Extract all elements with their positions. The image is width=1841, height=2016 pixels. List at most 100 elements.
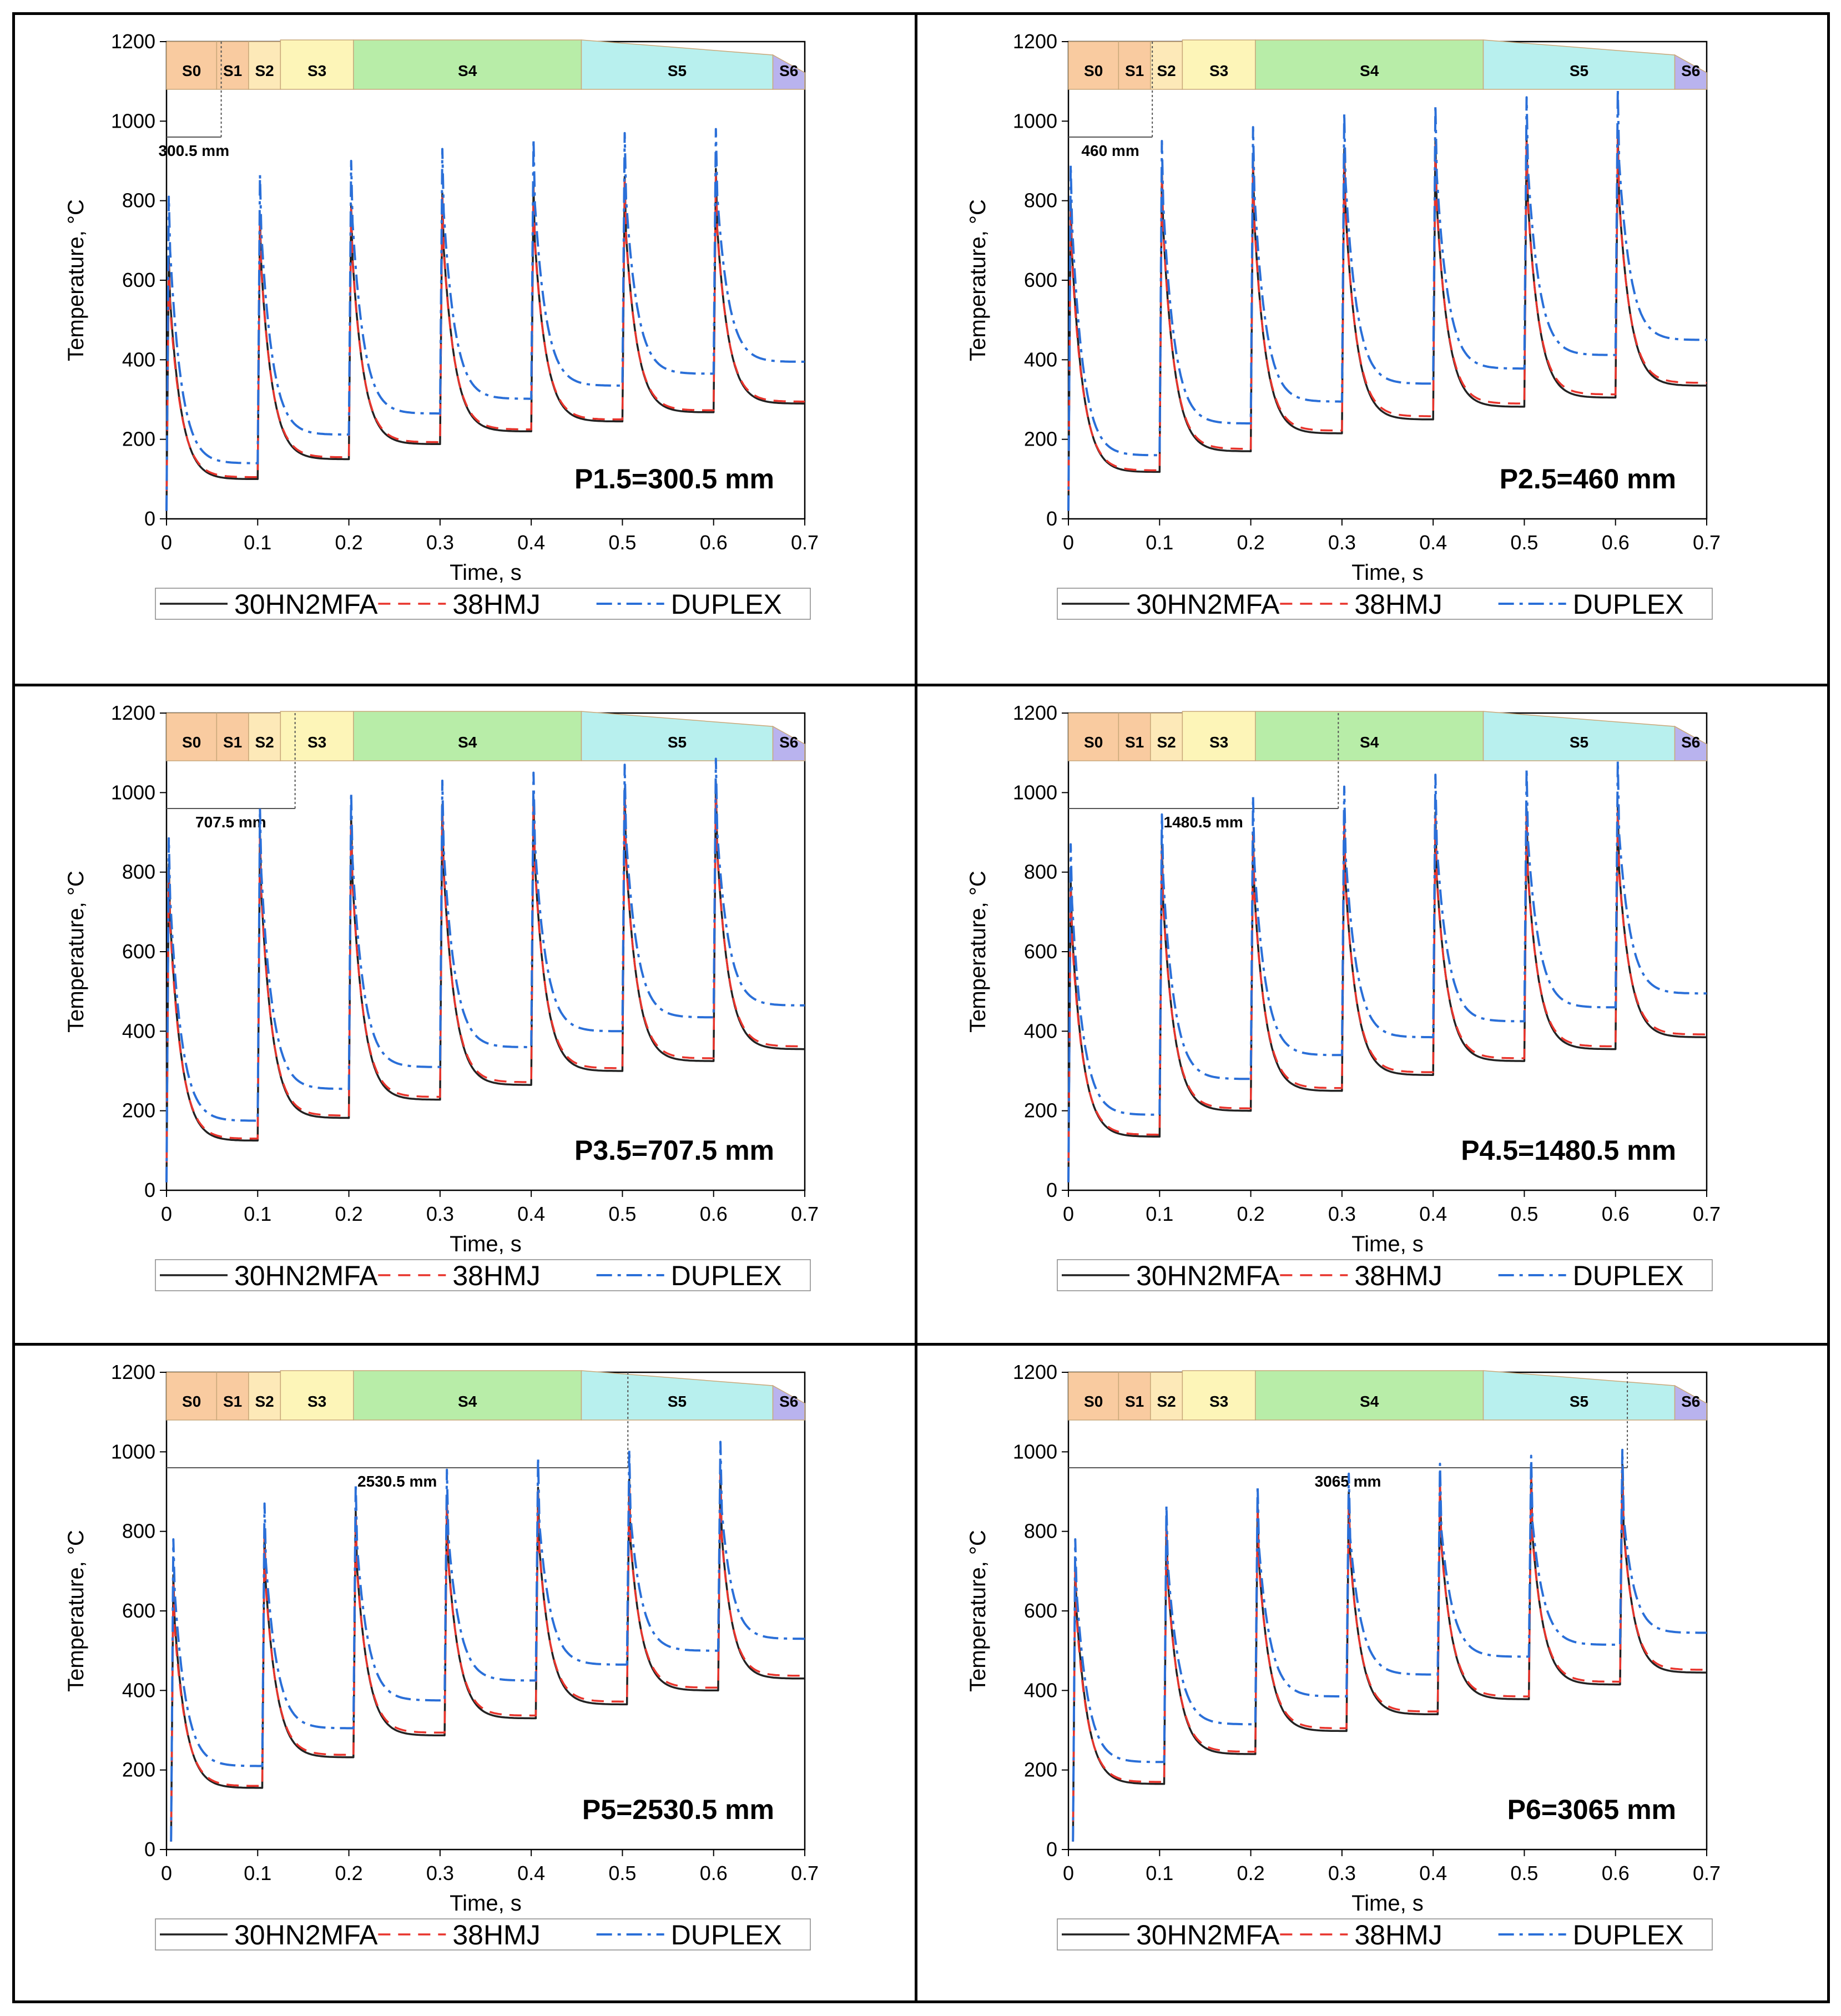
y-axis-label: Temperature, °C xyxy=(966,1530,990,1692)
y-tick-label: 600 xyxy=(122,1599,155,1622)
series-line-38hmj xyxy=(165,171,805,511)
x-tick-label: 0.2 xyxy=(1237,1862,1265,1884)
series-line-38hmj xyxy=(165,784,805,1183)
y-tick-label: 600 xyxy=(1024,1599,1057,1622)
y-tick-label: 0 xyxy=(144,507,155,530)
y-axis-label: Temperature, °C xyxy=(64,199,88,361)
y-tick-label: 200 xyxy=(122,428,155,451)
x-tick-label: 0.3 xyxy=(1328,1862,1356,1884)
series-line-30hn2mfa xyxy=(1067,132,1707,511)
y-tick-label: 400 xyxy=(122,348,155,371)
chart-panel-p2-5: S0 S1 S2 S3 S4 S5 S6 460 mm 0 0.1 0.2 0.3 0.4 0.5 0.6 0… xyxy=(919,17,1832,671)
y-tick-label: 200 xyxy=(122,1759,155,1781)
y-tick-label: 1000 xyxy=(1013,109,1057,132)
y-tick-label: 1000 xyxy=(111,781,155,804)
x-tick-label: 0 xyxy=(1063,1862,1074,1884)
y-tick-label: 0 xyxy=(1046,1179,1057,1201)
x-tick-label: 0.1 xyxy=(1146,1202,1173,1225)
legend-label-duplex: DUPLEX xyxy=(671,589,782,620)
legend-label-30hn2mfa: 30HN2MFA xyxy=(234,589,378,620)
chart-title: P4.5=1480.5 mm xyxy=(1461,1135,1676,1166)
stage-label-s6: S6 xyxy=(779,734,798,751)
chart-panel-p4-5: S0 S1 S2 S3 S4 S5 S6 1480.5 mm 0 0.1 0.2 0.3 0.4 0.5 0… xyxy=(919,688,1832,1343)
chart-svg: S0 S1 S2 S3 S4 S5 S6 707.5 mm 0 0.1 0.2 0.3 0.4 0.5 0.… xyxy=(64,701,819,1291)
series-line-38hmj xyxy=(1067,136,1707,511)
x-tick-label: 0.6 xyxy=(700,1202,728,1225)
x-tick-label: 0.4 xyxy=(1419,1202,1447,1225)
stage-label-s2: S2 xyxy=(255,734,274,751)
series-line-38hmj xyxy=(1067,807,1707,1183)
y-tick-label: 600 xyxy=(1024,269,1057,291)
y-axis-label: Temperature, °C xyxy=(966,871,990,1033)
stage-label-s3: S3 xyxy=(307,62,326,79)
series-line-30hn2mfa xyxy=(1067,804,1707,1183)
x-tick-label: 0.1 xyxy=(1146,531,1173,554)
distance-label: 460 mm xyxy=(1081,142,1139,159)
series-line-duplex xyxy=(165,128,805,511)
x-tick-label: 0.4 xyxy=(517,1202,545,1225)
x-tick-label: 0.4 xyxy=(517,1862,545,1884)
y-tick-label: 400 xyxy=(1024,1019,1057,1042)
legend-label-38hmj: 38HMJ xyxy=(1354,1260,1442,1291)
x-tick-label: 0 xyxy=(161,531,172,554)
y-tick-label: 400 xyxy=(1024,1679,1057,1701)
x-tick-label: 0.2 xyxy=(335,531,363,554)
y-tick-label: 1200 xyxy=(1013,30,1057,53)
stage-label-s0: S0 xyxy=(1084,62,1103,79)
x-tick-label: 0.1 xyxy=(244,1862,271,1884)
series-line-30hn2mfa xyxy=(170,1471,805,1842)
legend-label-38hmj: 38HMJ xyxy=(452,589,540,620)
series-line-30hn2mfa xyxy=(165,780,805,1183)
x-tick-label: 0.7 xyxy=(791,1862,819,1884)
x-tick-label: 0.4 xyxy=(1419,1862,1447,1884)
y-tick-label: 0 xyxy=(1046,507,1057,530)
chart-svg: S0 S1 S2 S3 S4 S5 S6 2530.5 mm 0 0.1 0.2 0.3 0.4 0.5 0… xyxy=(64,1361,819,1951)
distance-label: 2530.5 mm xyxy=(357,1473,437,1490)
x-tick-label: 0.5 xyxy=(608,1202,636,1225)
series-line-duplex xyxy=(165,757,805,1183)
y-tick-label: 1200 xyxy=(111,701,155,724)
y-axis-label: Temperature, °C xyxy=(64,1530,88,1692)
y-tick-label: 400 xyxy=(1024,348,1057,371)
chart-svg: S0 S1 S2 S3 S4 S5 S6 1480.5 mm 0 0.1 0.2 0.3 0.4 0.5 0… xyxy=(966,701,1721,1291)
legend-label-30hn2mfa: 30HN2MFA xyxy=(1136,1919,1280,1951)
stage-label-s4: S4 xyxy=(458,734,477,751)
stage-label-s4: S4 xyxy=(1360,1393,1379,1410)
stage-label-s3: S3 xyxy=(1209,62,1228,79)
plot-area xyxy=(165,712,806,1191)
x-tick-label: 0.6 xyxy=(1602,531,1630,554)
y-axis-label: Temperature, °C xyxy=(966,199,990,361)
x-tick-label: 0 xyxy=(161,1862,172,1884)
x-tick-label: 0.7 xyxy=(791,531,819,554)
legend-box xyxy=(155,1259,811,1291)
stage-label-s2: S2 xyxy=(1157,62,1176,79)
y-tick-label: 0 xyxy=(144,1838,155,1861)
y-tick-label: 600 xyxy=(1024,940,1057,963)
x-tick-label: 0.3 xyxy=(1328,1202,1356,1225)
x-tick-label: 0.5 xyxy=(1510,531,1538,554)
stage-label-s0: S0 xyxy=(182,62,201,79)
stage-label-s6: S6 xyxy=(779,62,798,79)
stage-s6 xyxy=(1674,725,1707,761)
stage-label-s3: S3 xyxy=(1209,1393,1228,1410)
x-axis-label: Time, s xyxy=(450,560,522,585)
stage-label-s1: S1 xyxy=(223,734,242,751)
legend-label-duplex: DUPLEX xyxy=(1573,589,1684,620)
series-line-38hmj xyxy=(170,1474,805,1842)
stage-label-s4: S4 xyxy=(1360,62,1379,79)
stage-label-s6: S6 xyxy=(779,1393,798,1410)
frame-top xyxy=(12,12,1830,15)
y-tick-label: 1000 xyxy=(1013,781,1057,804)
x-tick-label: 0.7 xyxy=(1693,1862,1721,1884)
x-tick-label: 0.2 xyxy=(1237,531,1265,554)
legend-label-30hn2mfa: 30HN2MFA xyxy=(1136,589,1280,620)
plot-area xyxy=(1067,712,1708,1191)
frame-left xyxy=(12,12,15,2003)
chart-panel-p5: S0 S1 S2 S3 S4 S5 S6 2530.5 mm 0 0.1 0.2 0.3 0.4 0.5 0… xyxy=(17,1347,930,2002)
stage-label-s6: S6 xyxy=(1681,62,1700,79)
chart-title: P6=3065 mm xyxy=(1507,1794,1676,1825)
legend-box xyxy=(155,1918,811,1951)
x-tick-label: 0.1 xyxy=(244,531,271,554)
stage-label-s2: S2 xyxy=(255,62,274,79)
